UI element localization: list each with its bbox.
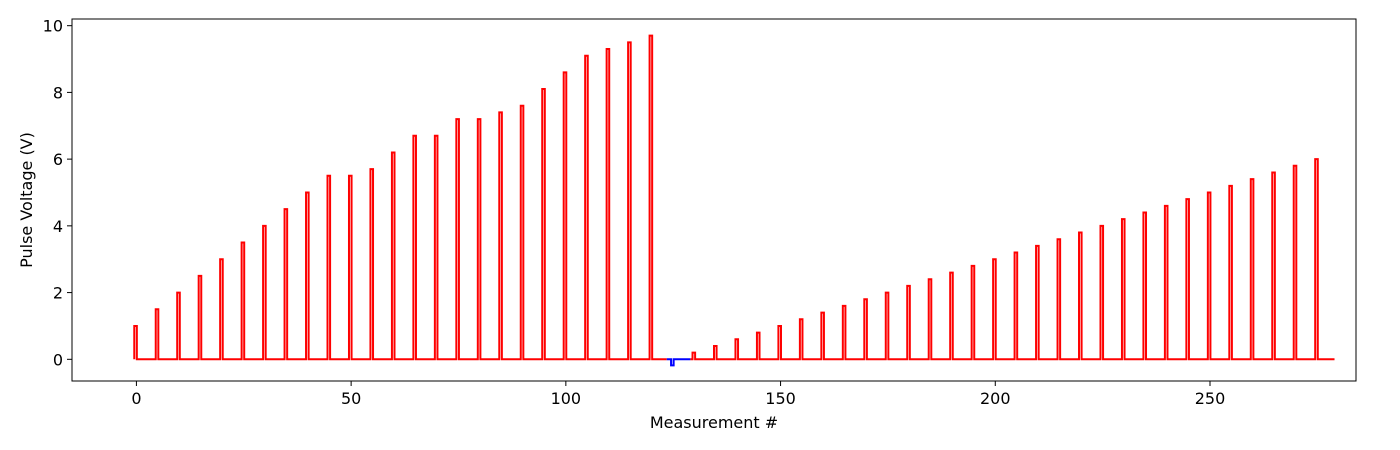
y-tick-label: 0 bbox=[53, 350, 63, 369]
y-axis-label: Pulse Voltage (V) bbox=[17, 132, 36, 268]
y-tick-label: 8 bbox=[53, 83, 63, 102]
x-axis-label: Measurement # bbox=[650, 413, 778, 432]
x-tick-label: 100 bbox=[551, 389, 582, 408]
series-layer bbox=[133, 34, 1335, 367]
x-axis-ticks: 0 50 100 150 200 250 bbox=[131, 381, 1225, 408]
y-tick-label: 4 bbox=[53, 217, 63, 236]
x-tick-label: 50 bbox=[341, 389, 361, 408]
y-tick-label: 6 bbox=[53, 150, 63, 169]
series-line-negative-pulse bbox=[666, 358, 691, 367]
x-tick-label: 200 bbox=[980, 389, 1011, 408]
plot-frame bbox=[71, 18, 1357, 382]
x-tick-label: 250 bbox=[1195, 389, 1226, 408]
x-tick-label: 0 bbox=[131, 389, 141, 408]
x-tick-label: 150 bbox=[765, 389, 796, 408]
y-tick-label: 2 bbox=[53, 284, 63, 303]
series-line-second-ramp bbox=[690, 158, 1335, 361]
y-tick-label: 10 bbox=[43, 17, 63, 36]
series-line-first-ramp bbox=[133, 34, 667, 361]
y-axis-ticks: 0 2 4 6 8 10 bbox=[43, 17, 72, 369]
